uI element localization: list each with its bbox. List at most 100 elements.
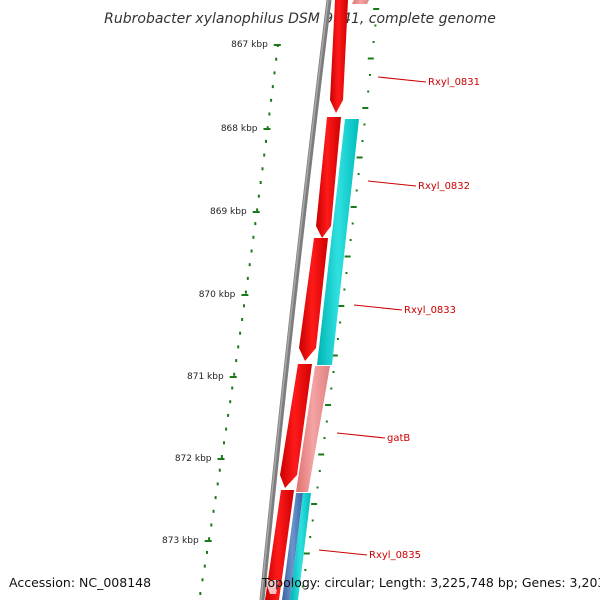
- gene-leader-line: [367, 180, 417, 187]
- outer-axis-dot: [374, 24, 377, 27]
- major-tick-mark: [217, 458, 225, 460]
- outer-axis-dot: [361, 140, 364, 142]
- axis-dot: [225, 427, 228, 431]
- axis-dot: [233, 372, 236, 376]
- outer-axis-dot: [351, 222, 354, 225]
- feature-pink-gatB[interactable]: [296, 366, 330, 492]
- outer-axis-dot: [373, 8, 380, 10]
- outer-axis-dot: [350, 206, 357, 208]
- outer-axis-dot: [301, 585, 304, 588]
- axis-dot: [252, 235, 255, 239]
- outer-tick-marks: [301, 8, 380, 588]
- gene-label[interactable]: gatB: [387, 433, 410, 444]
- outer-axis-dot: [367, 57, 374, 60]
- outer-axis-dot: [325, 404, 332, 406]
- outer-axis-dot: [372, 41, 375, 43]
- axis-dot: [218, 468, 221, 472]
- outer-axis-dot: [363, 123, 366, 126]
- outer-axis-dot: [318, 470, 321, 472]
- gene-label[interactable]: Rxyl_0832: [418, 181, 470, 192]
- axis-dot: [246, 276, 249, 280]
- axis-dot: [199, 592, 202, 595]
- outer-axis-dot: [331, 354, 338, 357]
- gene-leader-line: [377, 76, 427, 83]
- outer-axis-dot: [304, 569, 307, 571]
- axis-dot: [210, 523, 213, 527]
- outer-axis-dot: [369, 74, 371, 76]
- major-tick-mark: [252, 211, 260, 213]
- axis-dot: [268, 112, 271, 116]
- axis-dot: [227, 413, 230, 417]
- outer-axis-dot: [336, 338, 339, 340]
- axis-dot: [257, 194, 260, 198]
- tick-label: 873 kbp: [162, 536, 199, 546]
- outer-axis-dot: [311, 519, 314, 522]
- gene-labels: Rxyl_0831 Rxyl_0832 Rxyl_0833 gatB Rxyl_0835: [318, 76, 480, 561]
- outer-axis-dot: [332, 371, 335, 373]
- gene-arrow-rxyl-0831[interactable]: [330, 0, 348, 113]
- tick-label: 871 kbp: [187, 372, 224, 382]
- feature-blue-rxyl-0835[interactable]: [282, 493, 303, 600]
- genome-backbone-highlight: [260, 0, 329, 600]
- tick-labels: 867 kbp 868 kbp 869 kbp 870 kbp 871 kbp 872 k…: [162, 40, 281, 546]
- axis-dot: [248, 263, 251, 267]
- outer-axis-dot: [344, 255, 351, 258]
- gene-arrow-gatB[interactable]: [280, 364, 312, 488]
- outer-axis-dot: [355, 189, 358, 192]
- outer-axis-dot: [349, 239, 352, 241]
- axis-dot: [273, 71, 276, 75]
- axis-dot: [263, 153, 266, 157]
- gene-label[interactable]: Rxyl_0835: [369, 550, 421, 561]
- outer-axis-dot: [318, 453, 325, 456]
- gene-leader-line: [336, 432, 386, 439]
- outer-axis-dot: [325, 420, 328, 423]
- gene-track-forward: [265, 0, 348, 600]
- outer-axis-dot: [316, 486, 319, 489]
- axis-dot: [256, 208, 259, 212]
- gene-leader-line: [318, 549, 368, 556]
- axis-dot: [265, 139, 267, 143]
- outer-axis-dot: [303, 552, 310, 555]
- tick-label: 869 kbp: [210, 207, 247, 217]
- gene-arrow-rxyl-0833[interactable]: [299, 238, 328, 361]
- axis-dot: [216, 482, 219, 486]
- major-tick-mark: [273, 44, 281, 46]
- outer-axis-dot: [343, 288, 346, 291]
- gene-arrow-rxyl-0835[interactable]: [265, 490, 294, 600]
- tick-marks: [199, 44, 279, 595]
- axis-dot: [235, 359, 238, 363]
- tick-label: 872 kbp: [175, 454, 212, 464]
- accession-text: Accession: NC_008148: [9, 575, 151, 590]
- axis-dot: [206, 550, 208, 554]
- outer-axis-dot: [357, 173, 360, 175]
- feature-pink-bottom: [265, 580, 279, 594]
- genome-backbone: [259, 0, 332, 600]
- axis-dot: [254, 222, 257, 226]
- axis-dot: [270, 98, 273, 102]
- gene-track-second: [282, 0, 369, 600]
- outer-axis-dot: [330, 387, 333, 390]
- feature-cyan-rxyl-0835[interactable]: [290, 493, 311, 600]
- feature-cyan-rxyl-0832[interactable]: [317, 119, 359, 365]
- outer-axis-dot: [356, 156, 363, 159]
- gene-arrow-rxyl-0832[interactable]: [316, 117, 341, 238]
- outer-axis-dot: [345, 272, 348, 274]
- map-title: Rubrobacter xylanophilus DSM 9941, compl…: [104, 11, 496, 27]
- outer-axis-dot: [367, 90, 370, 93]
- axis-dot: [212, 509, 215, 513]
- feature-pink-top[interactable]: [352, 0, 369, 4]
- axis-dot: [237, 345, 240, 349]
- axis-dot: [241, 318, 244, 321]
- major-tick-mark: [263, 128, 271, 130]
- outer-axis-dot: [311, 503, 318, 505]
- axis-dot: [214, 496, 217, 500]
- major-tick-mark: [204, 540, 212, 542]
- axis-dot: [239, 331, 242, 335]
- tick-label: 868 kbp: [221, 124, 258, 134]
- gene-leader-line: [353, 304, 403, 311]
- axis-dot: [231, 386, 234, 390]
- gene-label[interactable]: Rxyl_0831: [428, 77, 480, 88]
- gene-label[interactable]: Rxyl_0833: [404, 305, 456, 316]
- axis-dot: [220, 455, 223, 458]
- axis-dot: [229, 400, 232, 404]
